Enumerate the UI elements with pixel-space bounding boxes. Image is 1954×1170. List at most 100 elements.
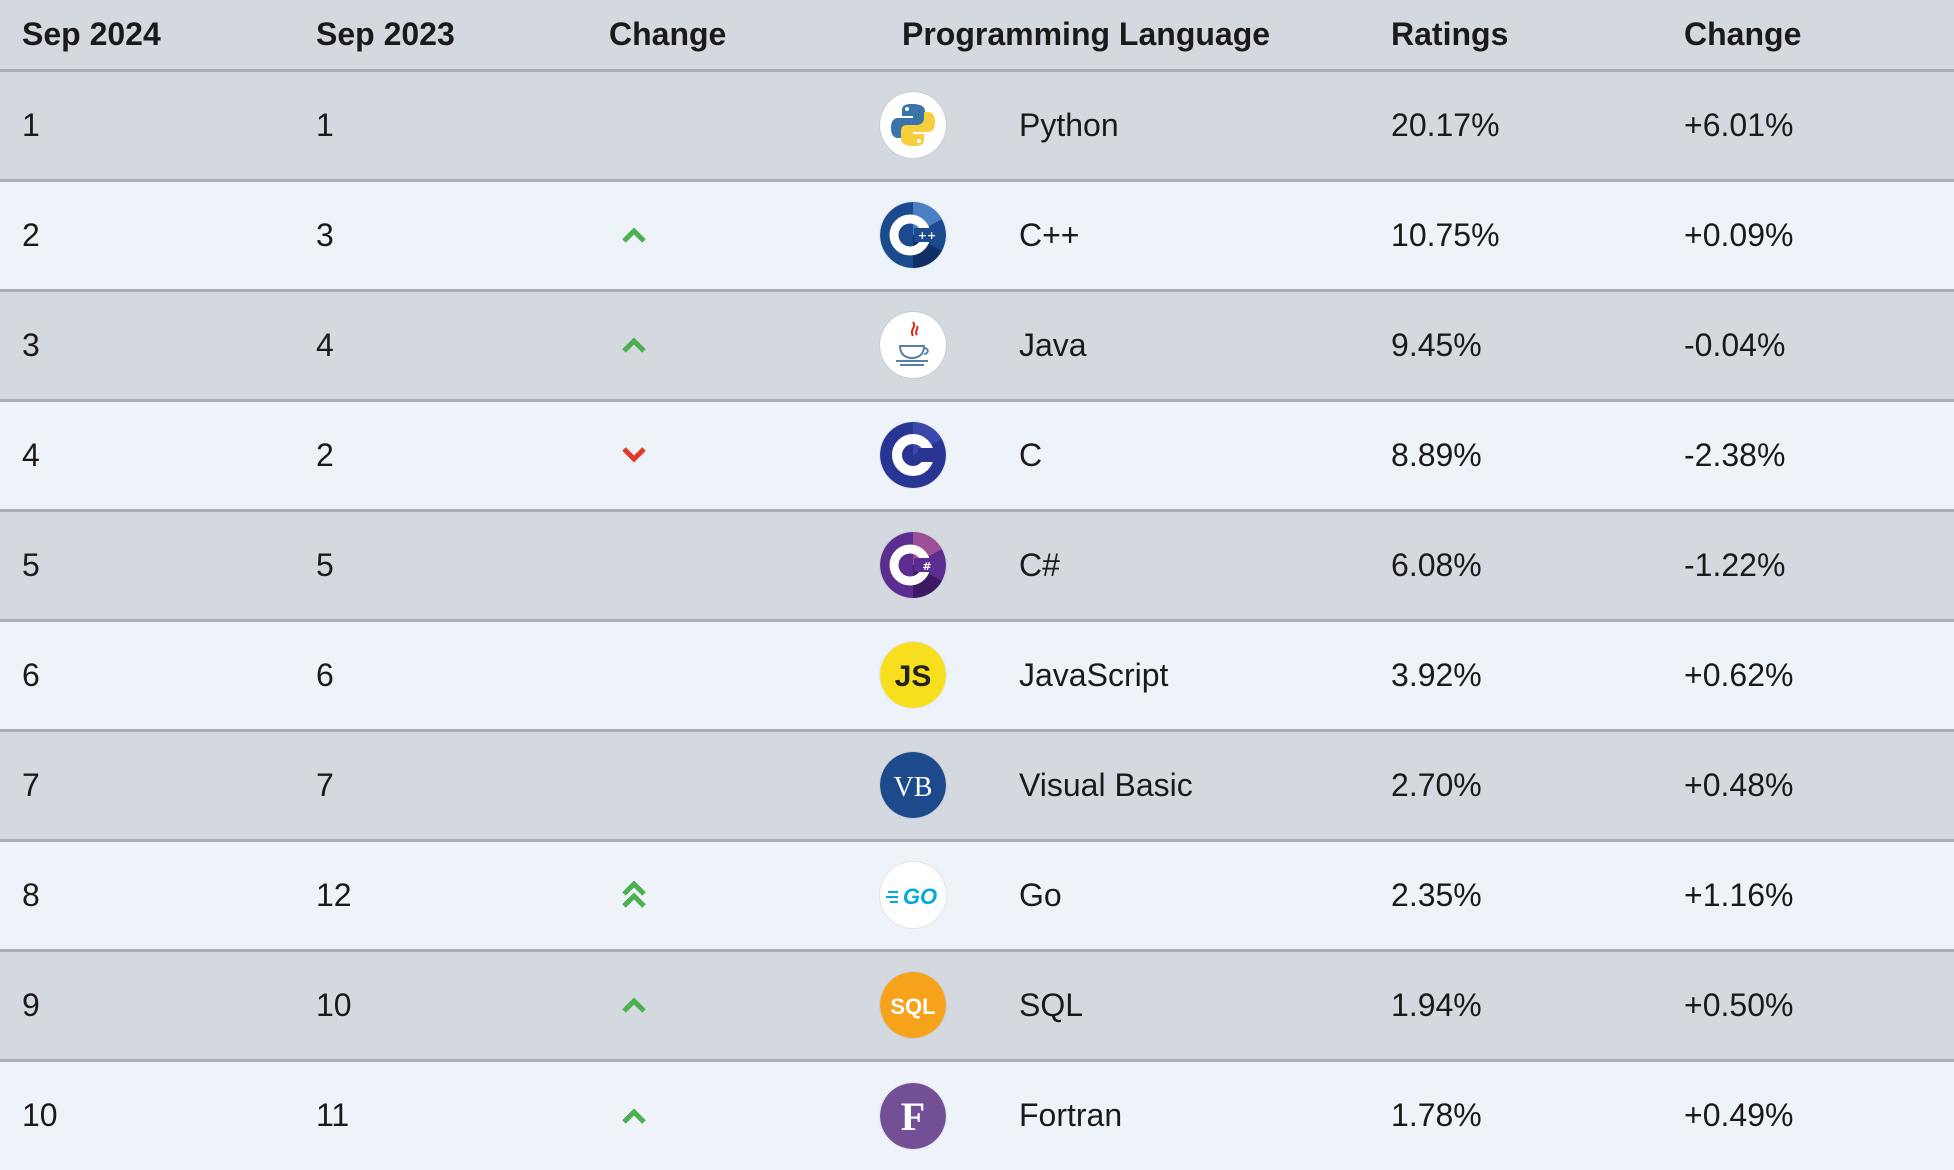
js-logo-text: JS: [895, 660, 932, 693]
language-name[interactable]: Python: [997, 70, 1370, 182]
rank-2023: 1: [294, 70, 587, 182]
rating-value: 2.70%: [1369, 730, 1663, 842]
header-rating-change[interactable]: Change: [1662, 0, 1954, 72]
rank-change: [587, 290, 880, 402]
language-logo-cell: [880, 290, 997, 402]
svg-text:++: ++: [918, 229, 936, 242]
rank-2024: 2: [0, 180, 294, 292]
rank-change: [587, 840, 880, 952]
rank-2024: 3: [0, 290, 294, 402]
trend-up-icon: [622, 227, 646, 243]
language-name[interactable]: JavaScript: [997, 620, 1370, 732]
language-name[interactable]: Visual Basic: [997, 730, 1370, 842]
rating-value: 8.89%: [1369, 400, 1663, 512]
rating-value: 1.78%: [1369, 1060, 1663, 1170]
language-logo-cell: #: [880, 510, 997, 622]
language-name[interactable]: Java: [997, 290, 1370, 402]
table-row[interactable]: 3 4 Java 9.45% -0.04%: [0, 290, 1954, 402]
header-programming-language[interactable]: Programming Language: [880, 0, 1370, 72]
table-row[interactable]: 10 11 F Fortran 1.78% +0.49%: [0, 1060, 1954, 1170]
rank-2024: 7: [0, 730, 294, 842]
language-logo-cell: ++: [880, 180, 997, 292]
rank-change: [587, 510, 880, 622]
javascript-icon: JS: [880, 642, 946, 708]
table-body: 1 1 Python 20.17% +6.01% 2 3 ++ C++: [0, 70, 1954, 1170]
table-row[interactable]: 9 10 SQL SQL 1.94% +0.50%: [0, 950, 1954, 1062]
c-icon: [880, 422, 946, 488]
csharp-icon: #: [880, 532, 946, 598]
go-logo-text: GO: [903, 884, 937, 909]
language-logo-cell: [880, 400, 997, 512]
rank-change: [587, 400, 880, 512]
rating-value: 20.17%: [1369, 70, 1663, 182]
header-sep-2023[interactable]: Sep 2023: [294, 0, 587, 72]
table-row[interactable]: 5 5 # C# 6.08% -1.22%: [0, 510, 1954, 622]
sql-logo-text: SQL: [890, 994, 935, 1019]
language-name[interactable]: C++: [997, 180, 1370, 292]
rating-value: 2.35%: [1369, 840, 1663, 952]
table-row[interactable]: 4 2 C 8.89% -2.38%: [0, 400, 1954, 512]
rating-change: -0.04%: [1662, 290, 1954, 402]
trend-up-icon: [622, 997, 646, 1013]
table-header-row: Sep 2024 Sep 2023 Change Programming Lan…: [0, 0, 1954, 72]
rank-2024: 10: [0, 1060, 294, 1170]
rating-value: 1.94%: [1369, 950, 1663, 1062]
rating-value: 3.92%: [1369, 620, 1663, 732]
rank-2024: 5: [0, 510, 294, 622]
svg-text:#: #: [922, 560, 931, 573]
table-row[interactable]: 7 7 VB Visual Basic 2.70% +0.48%: [0, 730, 1954, 842]
table-row[interactable]: 1 1 Python 20.17% +6.01%: [0, 70, 1954, 182]
rating-value: 9.45%: [1369, 290, 1663, 402]
visual-basic-icon: VB: [880, 752, 946, 818]
rank-change: [587, 950, 880, 1062]
rank-2023: 2: [294, 400, 587, 512]
rank-2023: 5: [294, 510, 587, 622]
language-logo-cell: VB: [880, 730, 997, 842]
rank-2024: 8: [0, 840, 294, 952]
trend-up-icon: [622, 1108, 646, 1124]
rating-change: +0.62%: [1662, 620, 1954, 732]
rating-change: +6.01%: [1662, 70, 1954, 182]
rating-change: +0.49%: [1662, 1060, 1954, 1170]
rank-2023: 7: [294, 730, 587, 842]
table-row[interactable]: 8 12 GO Go 2.35% +1.16%: [0, 840, 1954, 952]
language-logo-cell: [880, 70, 997, 182]
rank-2023: 3: [294, 180, 587, 292]
table-row[interactable]: 2 3 ++ C++ 10.75% +0.09%: [0, 180, 1954, 292]
python-icon: [880, 92, 946, 158]
header-rank-change[interactable]: Change: [587, 0, 880, 72]
java-icon: [880, 312, 946, 378]
header-sep-2024[interactable]: Sep 2024: [0, 0, 294, 72]
header-ratings[interactable]: Ratings: [1369, 0, 1663, 72]
table-row[interactable]: 6 6 JS JavaScript 3.92% +0.62%: [0, 620, 1954, 732]
language-logo-cell: GO: [880, 840, 997, 952]
rank-2024: 4: [0, 400, 294, 512]
rank-change: [587, 730, 880, 842]
vb-logo-text: VB: [894, 772, 933, 803]
language-name[interactable]: Fortran: [997, 1060, 1370, 1170]
rank-2023: 12: [294, 840, 587, 952]
rating-change: +0.48%: [1662, 730, 1954, 842]
rating-change: -2.38%: [1662, 400, 1954, 512]
rating-value: 6.08%: [1369, 510, 1663, 622]
rank-2023: 6: [294, 620, 587, 732]
rating-change: +0.50%: [1662, 950, 1954, 1062]
language-name[interactable]: C: [997, 400, 1370, 512]
rank-change: [587, 180, 880, 292]
rank-change: [587, 70, 880, 182]
rank-change: [587, 620, 880, 732]
language-name[interactable]: Go: [997, 840, 1370, 952]
rank-2023: 4: [294, 290, 587, 402]
cpp-icon: ++: [880, 202, 946, 268]
trend-down-icon: [622, 447, 646, 463]
trend-up-icon: [622, 337, 646, 353]
language-name[interactable]: SQL: [997, 950, 1370, 1062]
rating-change: -1.22%: [1662, 510, 1954, 622]
rank-2024: 1: [0, 70, 294, 182]
fortran-icon: F: [880, 1082, 946, 1149]
language-logo-cell: SQL: [880, 950, 997, 1062]
language-name[interactable]: C#: [997, 510, 1370, 622]
rank-change: [587, 1060, 880, 1170]
rank-2023: 10: [294, 950, 587, 1062]
